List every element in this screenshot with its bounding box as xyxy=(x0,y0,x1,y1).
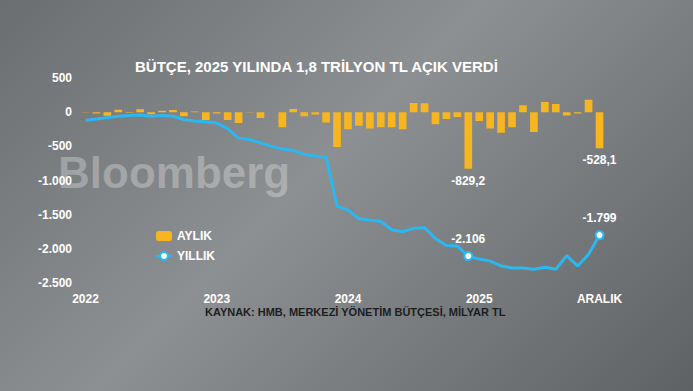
svg-text:-2.000: -2.000 xyxy=(38,242,72,256)
svg-text:-500: -500 xyxy=(48,139,72,153)
svg-text:BÜTÇE, 2025 YILINDA 1,8 TRİLYO: BÜTÇE, 2025 YILINDA 1,8 TRİLYON TL AÇIK … xyxy=(135,58,498,75)
svg-text:2025: 2025 xyxy=(466,292,493,306)
svg-text:500: 500 xyxy=(52,71,72,85)
svg-text:-528,1: -528,1 xyxy=(583,153,617,167)
svg-text:-1.000: -1.000 xyxy=(38,174,72,188)
svg-text:2024: 2024 xyxy=(335,292,362,306)
svg-text:-1.500: -1.500 xyxy=(38,208,72,222)
svg-text:-829,2: -829,2 xyxy=(451,174,485,188)
svg-text:Bloomberg: Bloomberg xyxy=(58,148,290,197)
svg-text:-2.106: -2.106 xyxy=(451,232,485,246)
svg-text:-2.500: -2.500 xyxy=(38,276,72,290)
svg-text:YILLIK: YILLIK xyxy=(177,249,215,263)
svg-text:2022: 2022 xyxy=(72,292,99,306)
svg-text:2023: 2023 xyxy=(203,292,230,306)
svg-text:AYLIK: AYLIK xyxy=(177,229,212,243)
svg-text:0: 0 xyxy=(65,105,72,119)
svg-text:-1.799: -1.799 xyxy=(583,211,617,225)
svg-text:KAYNAK: HMB, MERKEZİ YÖNETİM B: KAYNAK: HMB, MERKEZİ YÖNETİM BÜTÇESİ, Mİ… xyxy=(205,306,506,318)
svg-text:ARALIK: ARALIK xyxy=(577,292,623,306)
